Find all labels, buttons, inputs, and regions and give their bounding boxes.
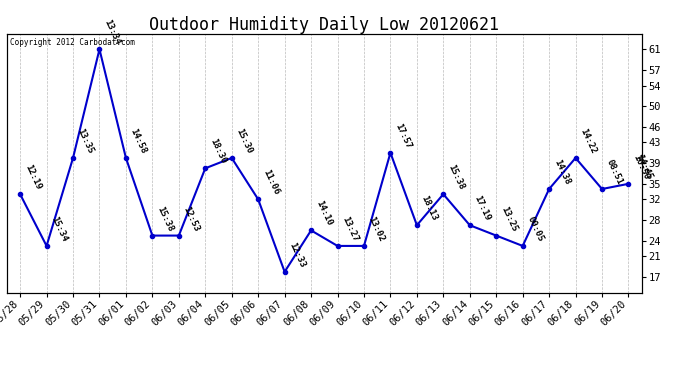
Text: Copyright 2012 Carbodat.com: Copyright 2012 Carbodat.com [10, 38, 135, 46]
Text: 12:19: 12:19 [23, 163, 42, 191]
Text: 15:30: 15:30 [235, 127, 254, 155]
Text: 13:02: 13:02 [367, 215, 386, 243]
Text: 17:57: 17:57 [393, 122, 413, 150]
Text: 14:58: 14:58 [129, 127, 148, 155]
Text: 12:33: 12:33 [288, 241, 307, 269]
Text: 11:06: 11:06 [261, 168, 280, 196]
Text: 14:22: 14:22 [578, 127, 598, 155]
Text: 12:53: 12:53 [181, 205, 201, 233]
Text: 16:50: 16:50 [631, 153, 651, 181]
Text: 18:13: 18:13 [420, 194, 439, 222]
Title: Outdoor Humidity Daily Low 20120621: Outdoor Humidity Daily Low 20120621 [149, 16, 500, 34]
Text: 00:05: 00:05 [526, 215, 545, 243]
Text: 08:51: 08:51 [605, 158, 624, 186]
Text: 14:38: 14:38 [552, 158, 571, 186]
Text: 14:45: 14:45 [634, 153, 653, 181]
Text: 13:25: 13:25 [499, 205, 518, 233]
Text: 13:35: 13:35 [76, 127, 95, 155]
Text: 13:27: 13:27 [340, 215, 359, 243]
Text: 17:19: 17:19 [473, 194, 492, 222]
Text: 15:38: 15:38 [446, 163, 466, 191]
Text: 15:34: 15:34 [50, 215, 69, 243]
Text: 15:38: 15:38 [155, 205, 175, 233]
Text: 18:30: 18:30 [208, 137, 228, 165]
Text: 14:10: 14:10 [314, 200, 333, 228]
Text: 13:34: 13:34 [102, 18, 121, 46]
